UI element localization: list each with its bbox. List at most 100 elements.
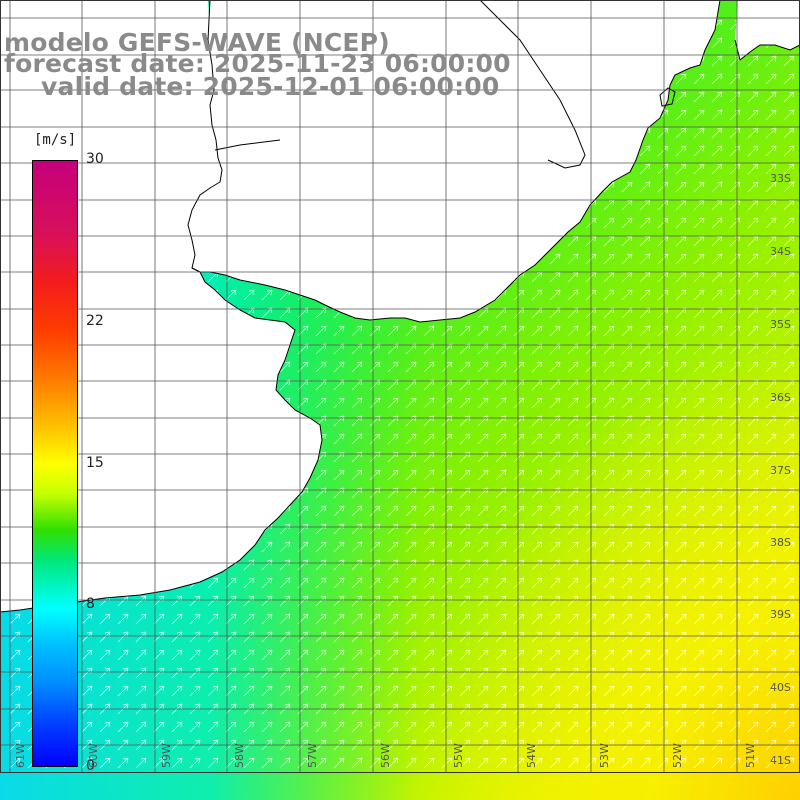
wind-arrow	[405, 577, 417, 589]
wind-arrow	[315, 613, 327, 625]
wind-arrow	[549, 577, 561, 589]
wind-arrow	[405, 523, 417, 535]
wind-arrow	[315, 757, 327, 769]
wind-arrow	[153, 721, 165, 733]
wind-arrow	[567, 361, 579, 373]
wind-arrow	[783, 577, 795, 589]
wind-arrow	[567, 685, 579, 697]
wind-arrow	[765, 559, 777, 571]
wind-arrow	[765, 289, 777, 301]
wind-arrow	[747, 55, 759, 67]
wind-arrow	[711, 721, 723, 733]
wind-arrow	[783, 721, 795, 733]
wind-arrow	[459, 361, 471, 373]
wind-arrow	[423, 469, 435, 481]
wind-arrow	[549, 397, 561, 409]
longitude-label: 58W	[233, 743, 246, 768]
wind-arrow	[387, 613, 399, 625]
wind-arrow	[747, 361, 759, 373]
wind-arrow	[387, 685, 399, 697]
wind-arrow	[243, 649, 255, 661]
wind-arrow	[387, 469, 399, 481]
wind-arrow	[729, 361, 741, 373]
wind-arrow	[675, 685, 687, 697]
wind-arrow	[603, 289, 615, 301]
wind-arrow	[189, 757, 201, 769]
wind-arrow	[423, 397, 435, 409]
wind-arrow	[459, 685, 471, 697]
wind-arrow	[603, 505, 615, 517]
wind-arrow	[693, 397, 705, 409]
wind-arrow	[675, 109, 687, 121]
wind-arrow	[405, 397, 417, 409]
wind-arrow	[711, 613, 723, 625]
wind-arrow	[639, 397, 651, 409]
wind-arrow	[675, 325, 687, 337]
wind-arrow	[675, 757, 687, 769]
wind-arrow	[693, 217, 705, 229]
wind-arrow	[729, 721, 741, 733]
wind-arrow	[693, 91, 705, 103]
wind-arrow	[747, 613, 759, 625]
wind-arrow	[495, 523, 507, 535]
wind-arrow	[549, 505, 561, 517]
wind-arrow	[243, 289, 255, 301]
wind-arrow	[711, 397, 723, 409]
wind-arrow	[729, 289, 741, 301]
wind-arrow	[243, 685, 255, 697]
wind-arrow	[243, 721, 255, 733]
wind-arrow	[477, 523, 489, 535]
wind-arrow	[693, 361, 705, 373]
wind-arrow	[333, 559, 345, 571]
wind-arrow	[333, 523, 345, 535]
wind-arrow	[459, 613, 471, 625]
wind-arrow	[225, 289, 237, 301]
wind-arrow	[369, 721, 381, 733]
wind-arrow	[711, 325, 723, 337]
wind-arrow	[315, 469, 327, 481]
wind-arrow	[189, 685, 201, 697]
wind-arrow	[603, 325, 615, 337]
colorbar	[32, 160, 78, 767]
wind-arrow	[747, 73, 759, 85]
wind-arrow	[351, 397, 363, 409]
wind-arrow	[603, 433, 615, 445]
wind-arrow	[477, 469, 489, 481]
wind-arrow	[621, 613, 633, 625]
wind-arrow	[747, 181, 759, 193]
wind-arrow	[531, 505, 543, 517]
wind-arrow	[387, 361, 399, 373]
wind-arrow	[693, 469, 705, 481]
wind-arrow	[513, 541, 525, 553]
wind-arrow	[171, 685, 183, 697]
wind-arrow	[477, 541, 489, 553]
wind-arrow	[225, 577, 237, 589]
wind-arrow	[621, 577, 633, 589]
wind-arrow	[369, 577, 381, 589]
wind-arrow	[639, 505, 651, 517]
wind-arrow	[441, 559, 453, 571]
wind-arrow	[207, 649, 219, 661]
wind-arrow	[639, 685, 651, 697]
wind-arrow	[495, 505, 507, 517]
wind-arrow	[81, 685, 93, 697]
wind-arrow	[747, 145, 759, 157]
wind-arrow	[351, 559, 363, 571]
wind-arrow	[729, 649, 741, 661]
wind-arrow	[513, 469, 525, 481]
wind-arrow	[423, 613, 435, 625]
wind-arrow	[675, 577, 687, 589]
wind-arrow	[765, 541, 777, 553]
wind-arrow	[783, 163, 795, 175]
latitude-label: 34S	[770, 245, 791, 258]
colorbar-tick-label: 22	[86, 312, 104, 329]
wind-arrow	[747, 217, 759, 229]
wind-arrow	[333, 577, 345, 589]
wind-arrow	[333, 649, 345, 661]
wind-arrow	[369, 469, 381, 481]
wind-arrow	[711, 523, 723, 535]
wind-arrow	[531, 757, 543, 769]
wind-arrow	[207, 577, 219, 589]
wind-arrow	[567, 541, 579, 553]
wind-arrow	[441, 685, 453, 697]
